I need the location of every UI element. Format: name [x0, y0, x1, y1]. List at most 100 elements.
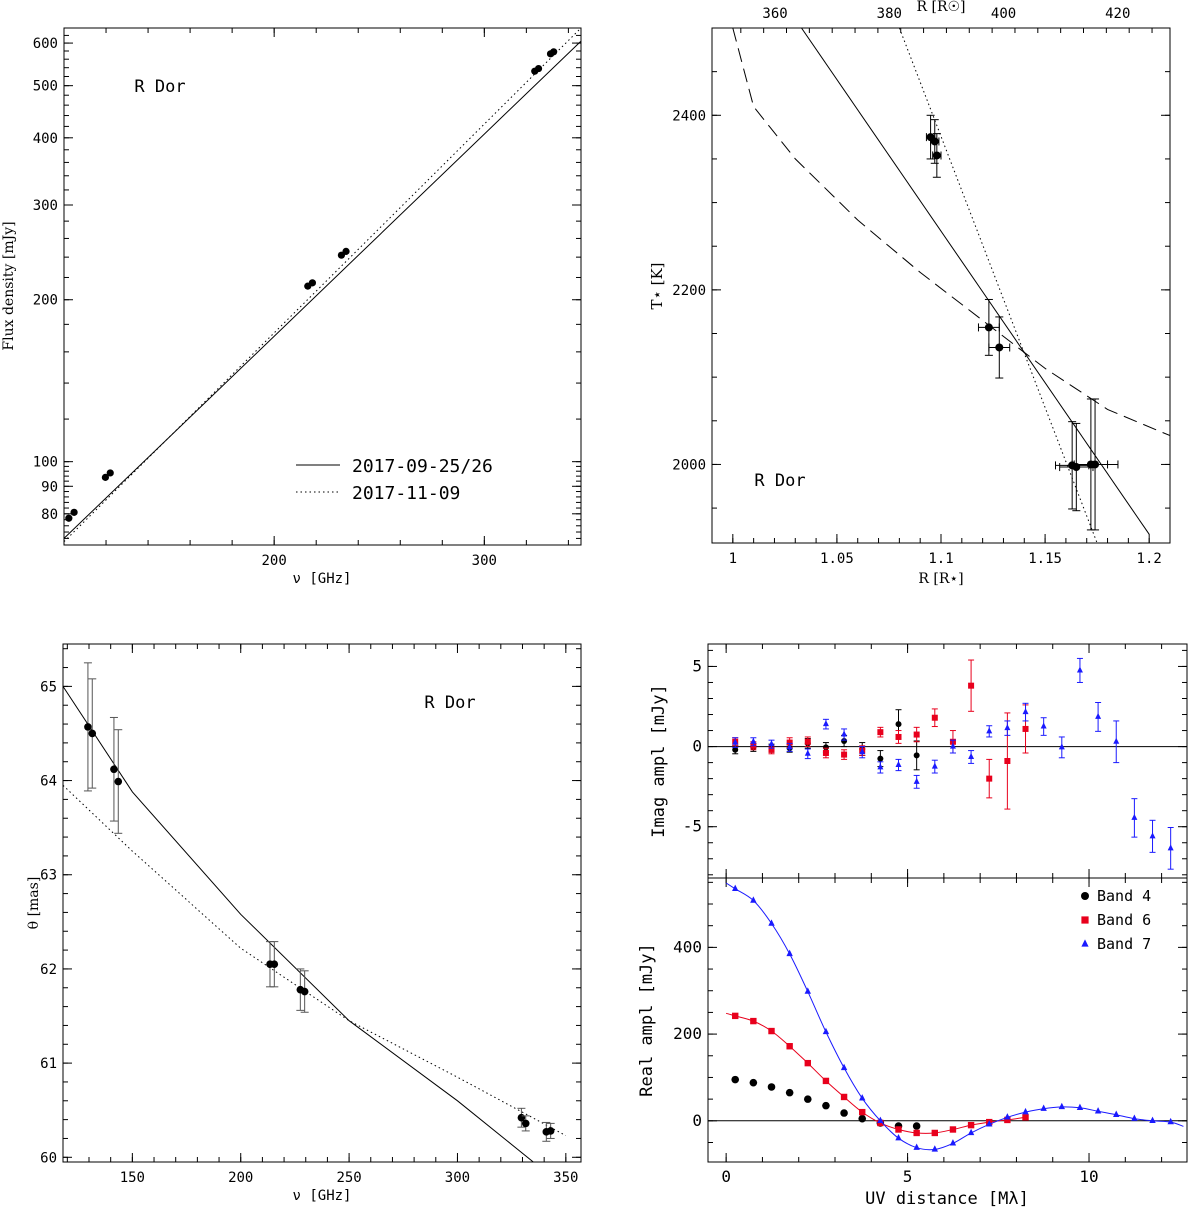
real-circle-point	[785, 1088, 794, 1097]
x-axis-title: R [R⋆]	[918, 571, 963, 587]
imag-triangle-point	[732, 738, 739, 745]
x-tick-label: 300	[445, 1170, 470, 1186]
real-triangle-point	[822, 1027, 830, 1035]
real-triangle-point	[804, 987, 811, 994]
x-tick-label: 350	[553, 1170, 578, 1186]
imag-triangle-point	[877, 763, 884, 770]
real-circle-point	[767, 1083, 776, 1091]
legend-label: 2017-11-09	[352, 483, 460, 504]
imag-square-point	[968, 682, 975, 689]
y-tick-label: 2000	[672, 457, 706, 473]
plot-frame-imag	[707, 643, 1188, 879]
top-tick-label: 380	[877, 6, 902, 22]
real-triangle-point	[1094, 1107, 1102, 1114]
flux-point	[106, 469, 114, 477]
real-triangle-point	[1076, 1103, 1084, 1111]
x-tick-label: 150	[120, 1170, 145, 1186]
top-tick-label: 400	[991, 6, 1016, 22]
real-triangle-point	[1113, 1110, 1120, 1117]
x-tick-label: 1.15	[1028, 551, 1062, 567]
x-tick-label: 10	[1079, 1167, 1098, 1186]
temperature-point	[984, 323, 993, 332]
real-triangle-point	[859, 1094, 866, 1101]
flux-point	[101, 473, 110, 481]
imag-square-point	[986, 775, 993, 782]
real-square-point	[804, 1059, 811, 1067]
x-tick-label: 1	[729, 551, 737, 567]
x-tick-label: 5	[903, 1167, 913, 1186]
y-axis-title: Real ampl [mJy]	[637, 943, 657, 1097]
y-tick-label: 400	[673, 937, 702, 956]
real-triangle-point	[895, 1133, 902, 1141]
real-circle-point	[749, 1078, 758, 1087]
imag-triangle-point	[895, 761, 902, 768]
imag-triangle-point	[1022, 708, 1029, 715]
imag-square-point	[877, 729, 884, 736]
y-tick-label: 63	[40, 868, 57, 884]
real-circle-point	[731, 1075, 740, 1084]
x-tick-label: 0	[721, 1167, 731, 1186]
real-square-point	[822, 1077, 830, 1085]
imag-triangle-point	[913, 777, 920, 784]
y-tick-label: 0	[692, 1111, 702, 1130]
y-axis-title: θ [mas]	[26, 877, 42, 930]
imag-square-point	[913, 731, 920, 738]
real-triangle-point	[877, 1116, 884, 1124]
imag-square-point	[931, 714, 938, 721]
imag-square-point	[1022, 725, 1029, 732]
legend-label: Band 6	[1097, 911, 1151, 929]
real-triangle-point	[750, 896, 757, 903]
imag-circle-point	[822, 744, 829, 751]
diameter-point	[546, 1127, 555, 1135]
real-square-point	[786, 1043, 793, 1050]
y-axis-title: Imag ampl [mJy]	[649, 684, 669, 838]
y-tick-label: 80	[41, 507, 58, 523]
real-triangle-point	[768, 919, 775, 926]
diameter-point	[300, 987, 309, 996]
x-tick-label: 250	[336, 1170, 361, 1186]
y-tick-label: 100	[33, 455, 58, 471]
temperature-point	[930, 137, 939, 146]
real-triangle-point	[1040, 1104, 1047, 1111]
diameter-point	[88, 729, 97, 738]
imag-triangle-point	[1131, 813, 1138, 820]
y-tick-label: 200	[33, 293, 58, 309]
legend-triangle-marker	[1081, 939, 1089, 947]
temperature-point	[1091, 460, 1100, 469]
imag-triangle-point	[931, 762, 938, 769]
temperature-point	[995, 343, 1004, 352]
flux-point	[550, 48, 558, 56]
solid-fit-line	[63, 40, 582, 539]
x-tick-label: 200	[262, 553, 287, 569]
diameter-point	[114, 777, 123, 786]
y-tick-label: 2400	[672, 108, 706, 124]
imag-triangle-point	[1149, 832, 1156, 839]
y-tick-label: 0	[692, 737, 702, 756]
flux-point	[70, 508, 78, 516]
y-tick-label: 300	[33, 198, 58, 214]
real-triangle-point	[913, 1143, 920, 1150]
flux-point	[342, 247, 350, 255]
real-triangle-point	[931, 1145, 938, 1152]
steep-line	[898, 28, 1098, 543]
diameter-point	[84, 723, 92, 731]
legend-square-marker	[1081, 916, 1089, 924]
imag-triangle-point	[949, 742, 956, 749]
x-tick-label: 300	[472, 553, 497, 569]
x-axis-title: ν [GHz]	[292, 571, 351, 587]
top-axis-title: R [R☉]	[916, 0, 965, 15]
imag-square-point	[822, 749, 829, 756]
diameter-point	[110, 765, 118, 774]
real-triangle-point	[732, 884, 739, 892]
imag-triangle-point	[986, 727, 993, 734]
real-triangle-point	[1149, 1116, 1156, 1124]
x-tick-label: 1.1	[928, 551, 953, 567]
imag-circle-point	[841, 737, 848, 744]
real-circle-point	[912, 1122, 921, 1130]
real-triangle-point	[840, 1063, 848, 1071]
imag-triangle-point	[968, 752, 975, 759]
y-tick-label: -5	[683, 817, 702, 836]
imag-square-point	[841, 751, 848, 758]
real-square-point	[840, 1093, 848, 1101]
